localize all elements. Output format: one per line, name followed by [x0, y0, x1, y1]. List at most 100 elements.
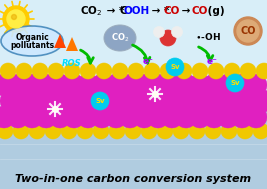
- Circle shape: [144, 63, 160, 79]
- Circle shape: [105, 106, 127, 128]
- Circle shape: [48, 63, 64, 79]
- Circle shape: [224, 63, 240, 79]
- Circle shape: [226, 74, 244, 92]
- Circle shape: [45, 123, 61, 139]
- Circle shape: [173, 123, 189, 139]
- Circle shape: [28, 90, 50, 112]
- Text: Sv: Sv: [95, 98, 105, 104]
- Circle shape: [154, 90, 176, 112]
- Circle shape: [119, 106, 141, 128]
- Circle shape: [91, 74, 113, 96]
- Circle shape: [176, 63, 192, 79]
- Circle shape: [126, 90, 148, 112]
- Text: CO: CO: [240, 26, 256, 36]
- Circle shape: [49, 106, 71, 128]
- Circle shape: [7, 74, 29, 96]
- Circle shape: [91, 106, 113, 128]
- Circle shape: [0, 106, 15, 128]
- Text: OOH: OOH: [124, 6, 150, 16]
- Text: → *: → *: [103, 6, 124, 16]
- Text: e⁻: e⁻: [207, 57, 217, 66]
- Circle shape: [3, 6, 29, 32]
- Circle shape: [77, 106, 99, 128]
- Circle shape: [119, 74, 141, 96]
- Circle shape: [112, 90, 134, 112]
- Text: Organic: Organic: [15, 33, 49, 43]
- Circle shape: [11, 15, 17, 19]
- Circle shape: [109, 123, 125, 139]
- Circle shape: [231, 74, 253, 96]
- Circle shape: [91, 92, 109, 110]
- Circle shape: [224, 90, 246, 112]
- Circle shape: [112, 63, 128, 79]
- Circle shape: [77, 74, 99, 96]
- Circle shape: [240, 63, 256, 79]
- Circle shape: [160, 63, 176, 79]
- Bar: [0, 0, 267, 109]
- Circle shape: [217, 74, 239, 96]
- Circle shape: [171, 26, 183, 37]
- Circle shape: [49, 74, 71, 96]
- Circle shape: [168, 90, 190, 112]
- Circle shape: [7, 106, 29, 128]
- Circle shape: [70, 90, 92, 112]
- Circle shape: [175, 106, 197, 128]
- Circle shape: [80, 63, 96, 79]
- Text: CO$_2$: CO$_2$: [80, 4, 102, 18]
- Circle shape: [21, 74, 43, 96]
- Circle shape: [16, 63, 32, 79]
- Circle shape: [237, 20, 259, 42]
- Circle shape: [252, 90, 267, 112]
- Polygon shape: [66, 37, 78, 51]
- Circle shape: [189, 123, 205, 139]
- Circle shape: [189, 106, 211, 128]
- Circle shape: [189, 74, 211, 96]
- Circle shape: [237, 123, 253, 139]
- Circle shape: [35, 106, 57, 128]
- Circle shape: [42, 90, 64, 112]
- Circle shape: [32, 63, 48, 79]
- Circle shape: [147, 74, 169, 96]
- Text: Sv: Sv: [230, 80, 240, 86]
- Circle shape: [196, 90, 218, 112]
- Text: C: C: [119, 6, 127, 16]
- Text: pollutants: pollutants: [10, 42, 54, 50]
- Text: →: →: [178, 6, 194, 16]
- Text: e⁻: e⁻: [143, 57, 154, 66]
- Ellipse shape: [1, 26, 63, 56]
- Polygon shape: [54, 34, 66, 48]
- Circle shape: [141, 123, 157, 139]
- Text: ROS: ROS: [62, 59, 82, 67]
- Circle shape: [0, 90, 22, 112]
- Circle shape: [175, 74, 197, 96]
- Ellipse shape: [104, 25, 136, 51]
- Circle shape: [238, 90, 260, 112]
- Circle shape: [0, 74, 15, 96]
- Circle shape: [203, 106, 225, 128]
- Text: Sv: Sv: [170, 64, 180, 70]
- Circle shape: [140, 90, 162, 112]
- Text: Two-in-one carbon conversion system: Two-in-one carbon conversion system: [15, 174, 251, 184]
- Text: CO: CO: [191, 6, 207, 16]
- Circle shape: [147, 106, 169, 128]
- Circle shape: [182, 90, 204, 112]
- Circle shape: [64, 63, 80, 79]
- Circle shape: [93, 123, 109, 139]
- Circle shape: [256, 63, 267, 79]
- Text: CO$_2$: CO$_2$: [111, 32, 129, 44]
- Circle shape: [192, 63, 208, 79]
- Circle shape: [0, 123, 13, 139]
- Circle shape: [63, 106, 85, 128]
- Circle shape: [77, 123, 93, 139]
- Circle shape: [56, 90, 78, 112]
- Circle shape: [154, 26, 164, 37]
- Circle shape: [125, 123, 141, 139]
- Circle shape: [217, 106, 239, 128]
- Bar: [0, 109, 267, 189]
- Circle shape: [234, 17, 262, 45]
- Circle shape: [128, 63, 144, 79]
- Circle shape: [133, 74, 155, 96]
- Circle shape: [245, 74, 267, 96]
- Circle shape: [253, 123, 267, 139]
- Text: → *: → *: [148, 6, 169, 16]
